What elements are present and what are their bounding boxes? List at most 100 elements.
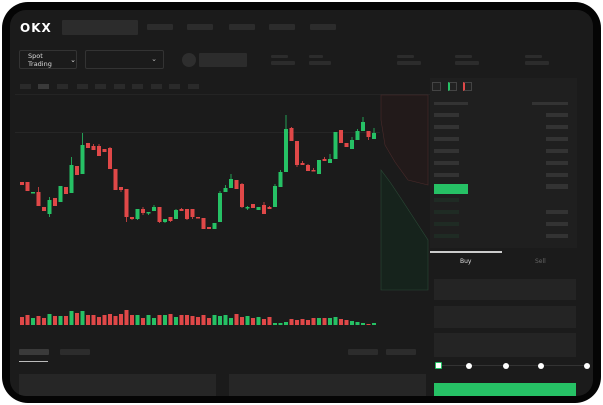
volume-bar xyxy=(163,315,167,325)
ask-size xyxy=(546,113,568,117)
buy-button[interactable] xyxy=(434,383,576,396)
candle-body xyxy=(97,146,101,156)
volume-bar xyxy=(300,319,305,325)
order-book-asks-icon[interactable] xyxy=(463,82,472,91)
volume-bar xyxy=(278,323,283,325)
volume-bar xyxy=(31,318,35,325)
volume-bar xyxy=(251,318,255,325)
nav-item[interactable] xyxy=(310,24,336,30)
timeframe-button[interactable] xyxy=(20,84,31,89)
candle-body xyxy=(366,131,371,137)
ask-size xyxy=(546,149,568,153)
timeframe-button[interactable] xyxy=(114,84,125,89)
stat-value xyxy=(271,61,295,65)
candle-body xyxy=(108,148,112,169)
volume-bar xyxy=(196,317,200,325)
candle-body xyxy=(80,145,85,174)
nav-item[interactable] xyxy=(269,24,295,30)
nav-item[interactable] xyxy=(187,24,213,30)
volume-bar xyxy=(64,316,68,325)
volume-bar xyxy=(146,315,151,325)
candle-body xyxy=(240,184,244,207)
tab-buy[interactable]: Buy xyxy=(460,258,472,265)
price-input[interactable] xyxy=(434,279,576,300)
pair-dropdown[interactable]: ⌄ xyxy=(85,50,164,69)
candle-body xyxy=(350,140,354,149)
volume-bar xyxy=(141,318,145,325)
candle-body xyxy=(284,129,288,172)
app-screen: OKX Spot Trading ⌄ ⌄ Buy Sell xyxy=(10,10,593,396)
search-bar[interactable] xyxy=(62,20,138,35)
slider-step-75[interactable] xyxy=(538,363,544,369)
candle-body xyxy=(295,141,299,165)
pair-price xyxy=(199,53,247,67)
candlestick-chart[interactable] xyxy=(10,10,593,396)
candle-body xyxy=(64,187,68,194)
timeframe-button-active[interactable] xyxy=(38,84,49,89)
ask-size xyxy=(546,125,568,129)
timeframe-button[interactable] xyxy=(188,84,199,89)
candle-body xyxy=(355,131,360,140)
tab-open-orders[interactable] xyxy=(19,349,49,355)
candle-body xyxy=(328,159,332,163)
timeframe-button[interactable] xyxy=(57,84,68,89)
volume-bar xyxy=(119,314,123,325)
nav-item[interactable] xyxy=(147,24,173,30)
slider-step-25[interactable] xyxy=(466,363,472,369)
volume-bar xyxy=(36,316,41,325)
candle-body xyxy=(306,165,310,171)
ask-price xyxy=(434,173,459,177)
timeframe-button[interactable] xyxy=(95,84,106,89)
candle-body xyxy=(278,172,283,187)
volume-bar xyxy=(69,311,74,325)
timeframe-button[interactable] xyxy=(169,84,180,89)
volume-bar xyxy=(289,319,294,325)
filter-button[interactable] xyxy=(386,349,416,355)
order-book-both-icon[interactable] xyxy=(432,82,441,91)
candle-body xyxy=(179,209,184,211)
candle-body xyxy=(124,189,129,217)
timeframe-button[interactable] xyxy=(77,84,88,89)
candle-body xyxy=(141,209,145,213)
volume-bar xyxy=(328,318,332,325)
volume-bar xyxy=(333,317,338,325)
stat-label xyxy=(397,55,414,58)
volume-bar xyxy=(25,315,30,325)
chevron-down-icon: ⌄ xyxy=(70,55,76,64)
candle-body xyxy=(344,143,349,147)
candle-body xyxy=(372,133,376,139)
market-type-dropdown[interactable]: Spot Trading ⌄ xyxy=(19,50,77,69)
slider-handle[interactable] xyxy=(435,362,442,369)
nav-item[interactable] xyxy=(229,24,255,30)
timeframe-button[interactable] xyxy=(151,84,162,89)
slider-step-100[interactable] xyxy=(584,363,590,369)
candle-body xyxy=(289,128,294,141)
candle-body xyxy=(317,160,321,174)
candle-body xyxy=(273,186,277,207)
volume-bar xyxy=(267,317,272,325)
stat-value xyxy=(525,61,549,65)
volume-bar xyxy=(179,315,184,325)
timeframe-button[interactable] xyxy=(132,84,143,89)
candle-body xyxy=(152,207,156,211)
total-input[interactable] xyxy=(434,333,576,357)
volume-bar xyxy=(80,311,85,325)
amount-input[interactable] xyxy=(434,306,576,328)
candle-body xyxy=(333,132,338,159)
order-book-bids-icon[interactable] xyxy=(448,82,457,91)
candle-body xyxy=(69,165,74,193)
slider-step-50[interactable] xyxy=(503,363,509,369)
ask-price xyxy=(434,161,459,165)
okx-logo[interactable]: OKX xyxy=(20,21,52,35)
tab-order-history[interactable] xyxy=(60,349,90,355)
slider-track[interactable] xyxy=(440,365,590,366)
volume-bar xyxy=(201,315,206,325)
tab-sell[interactable]: Sell xyxy=(535,258,546,265)
depth-bids-area xyxy=(380,169,429,291)
stat-label xyxy=(271,55,288,58)
candle-body xyxy=(102,149,107,152)
candle-body xyxy=(31,192,35,194)
filter-button[interactable] xyxy=(348,349,378,355)
coin-icon xyxy=(182,53,196,67)
volume-bar xyxy=(223,315,228,325)
